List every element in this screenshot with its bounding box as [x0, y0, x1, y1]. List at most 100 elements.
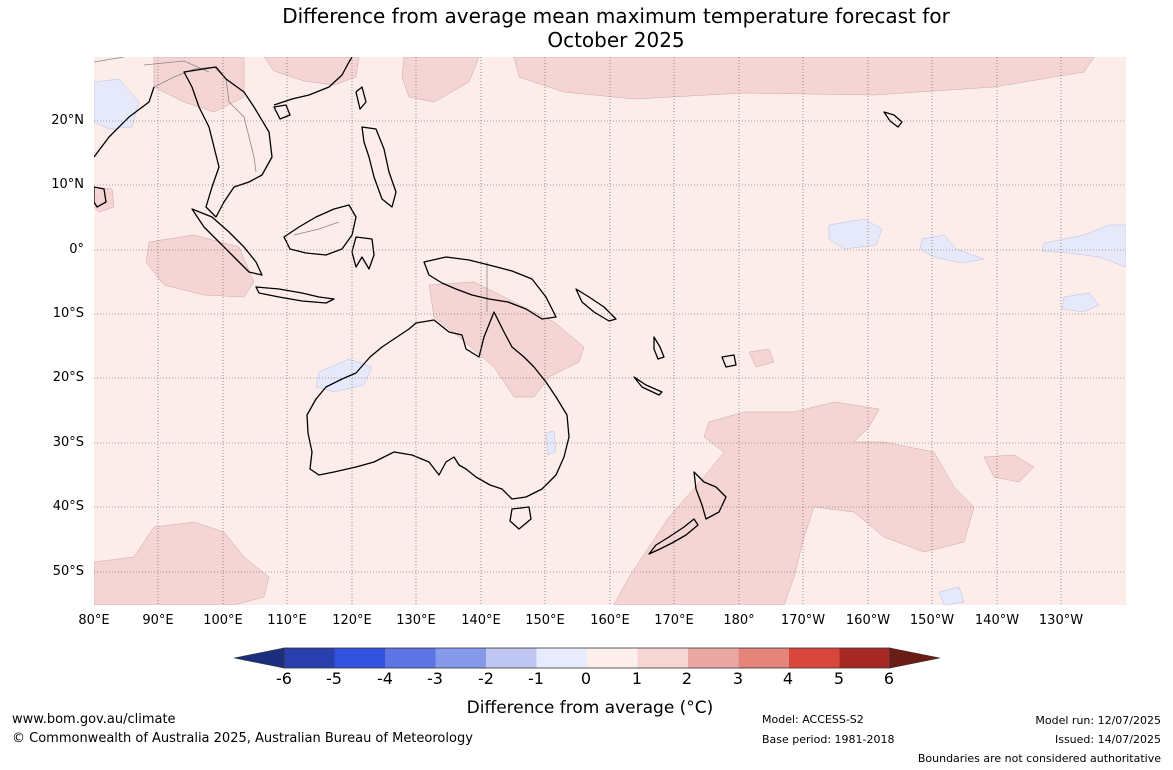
- forecast-map: [94, 57, 1126, 605]
- warm-region-southwest: [94, 521, 270, 605]
- lat-label-10n: 10°N: [51, 177, 84, 192]
- colorbar-tick-3: 3: [732, 669, 744, 688]
- lat-label-10s: 10°S: [52, 306, 84, 321]
- colorbar-segment-8: [637, 648, 688, 668]
- forecast-map-canvas: [94, 57, 1126, 605]
- colorbar-frame: [283, 647, 891, 669]
- coast-java: [255, 286, 335, 304]
- colorbar-label: Difference from average (°C): [466, 698, 714, 718]
- lat-label-30s: 30°S: [52, 435, 84, 450]
- warm-region-north-pacific: [513, 57, 1095, 100]
- lon-label-160w: 160°W: [845, 613, 891, 628]
- coast-china: [273, 57, 353, 106]
- lon-label-140w: 140°W: [974, 613, 1020, 628]
- warm-region-far-east: [983, 454, 1035, 483]
- colorbar-segment-high-extend: [889, 647, 940, 669]
- warm-region-fiji: [748, 348, 775, 368]
- colorbar-segment-12: [839, 648, 890, 668]
- coast-australia: [306, 311, 570, 500]
- footer-copyright: © Commonwealth of Australia 2025, Austra…: [12, 731, 473, 746]
- lon-label-170e: 170°E: [654, 613, 694, 628]
- colorbar-segment-2: [334, 648, 385, 668]
- colorbar-segment-3: [385, 648, 436, 668]
- colorbar-segment-6: [536, 648, 587, 668]
- footer-model: Model: ACCESS-S2: [762, 713, 864, 726]
- colorbar-tick-minus4: -4: [377, 669, 393, 688]
- lon-label-130w: 130°W: [1038, 613, 1084, 628]
- coast-sumatra: [191, 208, 263, 276]
- coast-new-guinea: [423, 256, 557, 320]
- colorbar-segment-11: [789, 648, 840, 668]
- colorbar-segment-4: [435, 648, 486, 668]
- warm-region-coral-sea: [428, 281, 585, 398]
- footer-base-period: Base period: 1981-2018: [762, 733, 895, 746]
- graticule: [94, 57, 1126, 605]
- cool-anomaly-regions: [94, 78, 1126, 605]
- footer-disclaimer: Boundaries are not considered authoritat…: [917, 752, 1161, 765]
- colorbar-tick-0: 0: [580, 669, 592, 688]
- warm-region-tasman: [613, 401, 975, 605]
- map-title-line2: October 2025: [547, 28, 685, 52]
- coast-malay-indochina: [183, 66, 273, 218]
- colorbar-tick-minus1: -1: [528, 669, 544, 688]
- footer-model-run: Model run: 12/07/2025: [1035, 714, 1161, 727]
- cool-region-equatorial-2: [919, 234, 985, 264]
- lon-label-120e: 120°E: [332, 613, 372, 628]
- lon-label-80e: 80°E: [78, 613, 110, 628]
- coast-sulawesi: [351, 236, 375, 270]
- coast-india-east: [94, 86, 155, 158]
- cool-region-india: [94, 78, 140, 130]
- coastlines: [94, 57, 903, 555]
- cool-region-equatorial-3: [1041, 224, 1126, 268]
- lon-label-160e: 160°E: [590, 613, 630, 628]
- colorbar-tick-4: 4: [782, 669, 794, 688]
- colorbar-segment-1: [284, 648, 335, 668]
- colorbar-tick-6: 6: [883, 669, 895, 688]
- colorbar-segment-7: [587, 648, 638, 668]
- cool-region-southeast: [938, 586, 965, 605]
- colorbar-tick-1: 1: [631, 669, 643, 688]
- lon-label-140e: 140°E: [461, 613, 501, 628]
- lat-label-20s: 20°S: [52, 370, 84, 385]
- map-title-line1: Difference from average mean maximum tem…: [282, 4, 950, 28]
- footer-website[interactable]: www.bom.gov.au/climate: [12, 712, 176, 727]
- lat-label-20n: 20°N: [51, 113, 84, 128]
- lon-label-150e: 150°E: [525, 613, 565, 628]
- lon-label-170w: 170°W: [780, 613, 826, 628]
- lon-label-150w: 150°W: [909, 613, 955, 628]
- colorbar-tick-minus3: -3: [427, 669, 443, 688]
- colorbar-tick-2: 2: [681, 669, 693, 688]
- colorbar: [234, 647, 940, 669]
- map-title: Difference from average mean maximum tem…: [0, 4, 1173, 52]
- coast-new-caledonia: [633, 376, 663, 396]
- coast-new-zealand-south: [648, 518, 699, 555]
- colorbar-segment-10: [738, 648, 789, 668]
- coast-tasmania: [509, 506, 532, 530]
- lon-label-130e: 130°E: [396, 613, 436, 628]
- coast-borneo: [283, 204, 357, 256]
- lon-label-100e: 100°E: [203, 613, 243, 628]
- lat-label-50s: 50°S: [52, 564, 84, 579]
- coast-philippines: [361, 126, 397, 208]
- coast-hainan: [273, 104, 291, 120]
- lat-label-40s: 40°S: [52, 499, 84, 514]
- colorbar-segment-9: [688, 648, 739, 668]
- colorbar-segment-5: [486, 648, 537, 668]
- lon-label-180: 180°: [723, 613, 755, 628]
- colorbar-tick-5: 5: [833, 669, 845, 688]
- colorbar-tick-minus2: -2: [478, 669, 494, 688]
- cool-region-nw-australia: [315, 358, 373, 393]
- lon-label-110e: 110°E: [267, 613, 307, 628]
- lon-label-90e: 90°E: [142, 613, 174, 628]
- cool-region-equatorial-1: [828, 218, 883, 250]
- warm-region-philippines: [401, 57, 480, 103]
- coast-solomons: [575, 288, 617, 322]
- lat-label-equator: 0°: [69, 242, 84, 257]
- footer-issued: Issued: 14/07/2025: [1054, 733, 1161, 746]
- coast-sri-lanka: [94, 186, 107, 208]
- coast-new-zealand-north: [693, 471, 727, 520]
- cool-region-east-pacific: [1061, 292, 1100, 313]
- warm-region-south-china-sea: [263, 57, 360, 86]
- border-borneo: [293, 221, 340, 236]
- coast-fiji: [721, 354, 737, 368]
